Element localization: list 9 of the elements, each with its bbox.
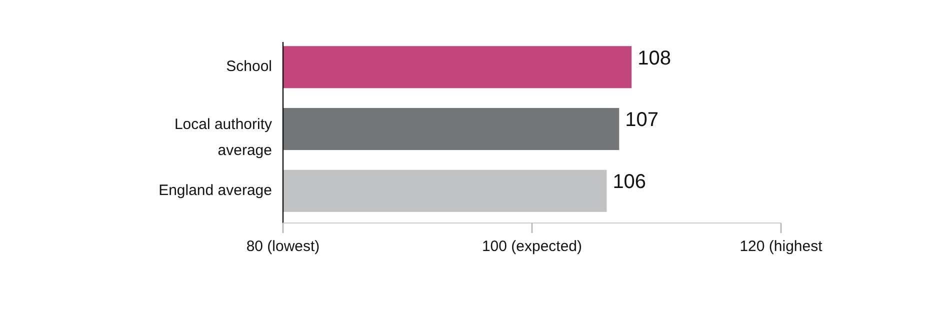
data-label: 108 xyxy=(638,47,671,70)
x-tick-label: 120 (highest xyxy=(740,238,824,255)
data-label: 106 xyxy=(612,171,646,194)
y-tick-label: England average xyxy=(158,182,272,199)
x-tick-label: 80 (lowest) xyxy=(246,238,320,255)
y-tick-label: Local authority average xyxy=(174,116,272,159)
data-label: 107 xyxy=(625,109,659,132)
x-tick-label: 100 (expected) xyxy=(482,238,582,255)
y-tick-label: School xyxy=(226,58,272,76)
